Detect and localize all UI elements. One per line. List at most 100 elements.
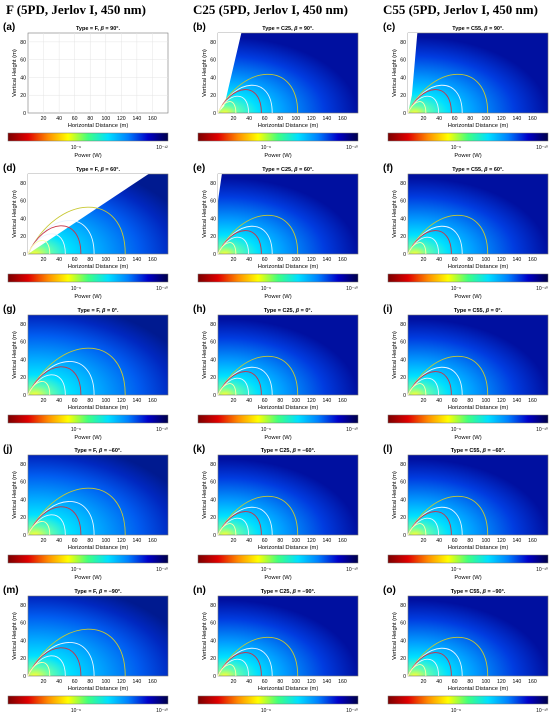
plot-area [27,454,169,536]
x-tick-label: 160 [528,257,537,263]
panel-title: Type = F, β = −90°. [74,589,122,595]
panel-c: 20 40 60 80 100 120 140 160020406080Horizontal … [383,22,549,159]
panel-label: (m) [3,585,19,596]
colorbar [387,273,549,283]
x-tick-label: 120 [497,538,506,544]
x-tick-label: 40 [436,679,442,685]
y-axis-label: Vertical Height (m) [202,49,208,97]
x-tick-label: 80 [87,257,93,263]
column-header-f: F (5PD, Jerlov I, 450 nm) [6,2,146,17]
plot-area [27,32,169,114]
x-tick-label: 20 [231,538,237,544]
x-tick-label: 100 [101,538,110,544]
y-tick-label: 20 [400,515,406,521]
x-axis-label: Horizontal Distance (m) [258,686,319,692]
y-tick-label: 60 [20,58,26,64]
colorbar-label: Power (W) [74,294,101,300]
x-tick-label: 60 [72,116,78,122]
x-tick-label: 80 [277,679,283,685]
y-tick-label: 20 [20,656,26,662]
contour-line [407,383,427,396]
y-tick-label: 40 [400,357,406,363]
shadow-region [28,174,149,254]
x-tick-label: 100 [291,257,300,263]
x-tick-label: 140 [133,398,142,404]
y-tick-label: 20 [20,93,26,99]
panel-o: 20 40 60 80 100 120 140 160020406080Horizontal … [383,585,549,714]
x-tick-label: 80 [277,257,283,263]
x-tick-label: 80 [87,679,93,685]
panel-label: (d) [3,163,16,174]
x-tick-label: 120 [307,538,316,544]
colorbar [197,132,359,142]
contour-line [407,664,427,677]
x-tick-label: 160 [338,538,347,544]
contour-line [27,347,126,396]
x-axis-label: Horizontal Distance (m) [68,405,129,411]
panel-l: 20 40 60 80 100 120 140 160020406080Horizontal … [383,444,549,581]
x-tick-label: 100 [101,398,110,404]
column-header-c25: C25 (5PD, Jerlov I, 450 nm) [193,2,348,17]
panel-title: Type = C55, β = −90°. [451,589,506,595]
x-tick-label: 120 [307,257,316,263]
x-tick-label: 160 [338,116,347,122]
x-tick-label: 40 [56,257,62,263]
panel-title: Type = C25, β = 60°. [262,167,314,173]
panel-label: (c) [383,22,395,33]
x-tick-label: 100 [291,398,300,404]
x-axis-label: Horizontal Distance (m) [448,264,509,270]
y-axis-label: Vertical Height (m) [392,471,398,519]
panel-label: (n) [193,585,206,596]
panel-i: 20 40 60 80 100 120 140 160020406080Horizontal … [383,304,549,441]
y-tick-label: 40 [210,75,216,81]
panel-title: Type = F, β = 0°. [78,308,119,314]
x-tick-label: 120 [117,116,126,122]
panel-label: (l) [383,444,392,455]
x-axis-label: Horizontal Distance (m) [68,545,129,551]
x-tick-label: 140 [133,257,142,263]
y-tick-label: 40 [20,638,26,644]
colorbar [197,554,359,564]
panel-title: Type = C55, β = −60°. [451,448,506,454]
x-tick-label: 140 [513,398,522,404]
panel-label: (g) [3,304,16,315]
y-tick-label: 80 [20,462,26,468]
panel-k: 20 40 60 80 100 120 140 160020406080Horizontal … [193,444,359,581]
colorbar-tick: 10⁻¹² [156,145,168,151]
x-tick-label: 100 [481,538,490,544]
y-axis-label: Vertical Height (m) [392,190,398,238]
y-tick-label: 60 [400,480,406,486]
panel-label: (b) [193,22,206,33]
x-tick-label: 60 [262,679,268,685]
y-tick-label: 80 [20,322,26,328]
x-axis-label: Horizontal Distance (m) [258,405,319,411]
y-tick-label: 80 [20,603,26,609]
x-axis-label: Horizontal Distance (m) [68,264,129,270]
y-tick-label: 0 [403,674,406,680]
colorbar-tick: 10⁻⁶ [71,708,81,714]
colorbar [7,695,169,705]
colorbar-tick: 10⁻⁶ [451,427,461,433]
x-tick-label: 100 [291,679,300,685]
colorbar-label: Power (W) [264,294,291,300]
y-tick-label: 80 [210,181,216,187]
y-tick-label: 60 [210,480,216,486]
colorbar [387,554,549,564]
x-tick-label: 140 [323,257,332,263]
x-tick-label: 80 [277,538,283,544]
contour-line [27,487,126,536]
y-tick-label: 60 [210,340,216,346]
colorbar [197,414,359,424]
y-tick-label: 0 [403,393,406,399]
y-axis-label: Vertical Height (m) [202,331,208,379]
y-tick-label: 40 [210,216,216,222]
y-tick-label: 80 [20,181,26,187]
plot-area [407,454,549,536]
x-tick-label: 140 [513,538,522,544]
x-tick-label: 160 [528,398,537,404]
colorbar-tick: 10⁻⁶ [71,427,81,433]
y-tick-label: 40 [20,216,26,222]
colorbar-tick: 10⁻¹⁰ [536,567,548,573]
panel-f: 20 40 60 80 100 120 140 160020406080Horizontal … [383,163,549,300]
